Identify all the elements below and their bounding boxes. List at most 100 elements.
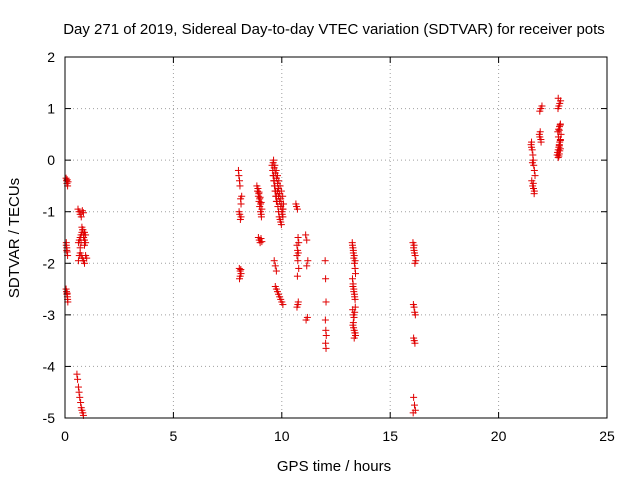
data-point <box>76 393 84 401</box>
data-point <box>272 267 280 275</box>
x-axis-label: GPS time / hours <box>277 458 391 475</box>
data-point <box>410 303 418 311</box>
data-point <box>271 187 279 195</box>
data-point <box>409 409 417 417</box>
data-point <box>531 172 539 180</box>
data-point <box>529 179 537 187</box>
data-point <box>76 244 84 252</box>
y-tick-label: 1 <box>47 101 55 117</box>
y-tick-label: 2 <box>47 49 55 65</box>
data-point <box>352 270 360 278</box>
data-point <box>238 192 246 200</box>
data-point <box>271 262 279 270</box>
x-tick-label: 20 <box>491 428 507 444</box>
x-tick-label: 15 <box>382 428 398 444</box>
data-point <box>77 399 85 407</box>
data-point <box>270 177 278 185</box>
data-point <box>77 213 85 221</box>
data-point <box>303 236 311 244</box>
plot-frame <box>64 56 608 419</box>
data-point <box>411 259 419 267</box>
data-point <box>411 339 419 347</box>
data-point <box>256 239 264 247</box>
data-point <box>257 235 265 243</box>
data-point <box>530 190 538 198</box>
data-point <box>236 272 244 280</box>
data-point <box>322 344 330 352</box>
data-point <box>270 257 278 265</box>
data-point <box>537 138 545 146</box>
x-tick-label: 25 <box>599 428 615 444</box>
data-point <box>257 200 265 208</box>
data-point <box>270 156 278 164</box>
data-point <box>351 329 359 337</box>
data-point <box>79 209 87 217</box>
data-point <box>271 161 279 169</box>
data-point <box>237 213 245 221</box>
data-point <box>554 154 562 162</box>
data-point <box>322 275 330 283</box>
data-point <box>293 205 301 213</box>
data-point <box>258 205 266 213</box>
data-point <box>277 203 285 211</box>
y-tick-label: -4 <box>43 358 56 374</box>
data-point <box>75 252 83 260</box>
y-tick-label: -1 <box>43 204 56 220</box>
data-point <box>411 252 419 260</box>
y-tick-label: -2 <box>43 255 56 271</box>
data-point <box>83 254 91 262</box>
data-point <box>302 316 310 324</box>
data-point <box>294 234 302 241</box>
data-point <box>350 252 358 260</box>
data-point <box>348 275 356 283</box>
data-point <box>80 231 88 239</box>
data-point <box>351 257 359 265</box>
data-point <box>303 262 311 270</box>
data-point <box>79 226 87 234</box>
data-point <box>555 152 563 160</box>
data-point <box>74 383 82 391</box>
data-point <box>270 182 278 190</box>
data-point <box>530 166 538 174</box>
data-point <box>410 401 418 409</box>
data-point <box>410 393 418 401</box>
data-points <box>62 94 565 419</box>
data-point <box>350 313 358 321</box>
data-point <box>295 264 303 272</box>
data-point <box>75 388 83 396</box>
data-point <box>74 375 82 383</box>
data-point <box>555 126 563 134</box>
data-point <box>538 102 546 110</box>
data-point <box>322 331 330 339</box>
data-point <box>322 298 330 306</box>
data-point <box>236 182 244 190</box>
data-point <box>556 147 564 155</box>
data-point <box>536 128 544 136</box>
data-point <box>64 178 72 186</box>
data-point <box>350 334 358 342</box>
data-point <box>73 370 81 378</box>
data-point <box>411 311 419 319</box>
data-point <box>321 257 329 265</box>
data-point <box>272 197 280 205</box>
data-point <box>349 319 357 327</box>
data-point <box>556 121 564 129</box>
data-point <box>528 146 536 154</box>
data-point <box>349 246 357 254</box>
data-point <box>256 193 264 201</box>
data-point <box>294 301 302 309</box>
data-point <box>304 257 312 265</box>
data-point <box>63 246 71 254</box>
data-point <box>302 231 310 239</box>
data-point <box>410 241 418 249</box>
data-point <box>81 259 89 267</box>
data-point <box>257 198 265 206</box>
data-point <box>293 272 301 280</box>
data-point <box>258 238 266 246</box>
data-point <box>277 221 285 229</box>
data-point <box>528 138 536 146</box>
data-point <box>554 94 562 102</box>
data-point <box>279 301 287 309</box>
y-tick-labels: -5 -4 -3 -2 -1 0 1 2 <box>43 49 56 426</box>
data-point <box>294 257 302 265</box>
